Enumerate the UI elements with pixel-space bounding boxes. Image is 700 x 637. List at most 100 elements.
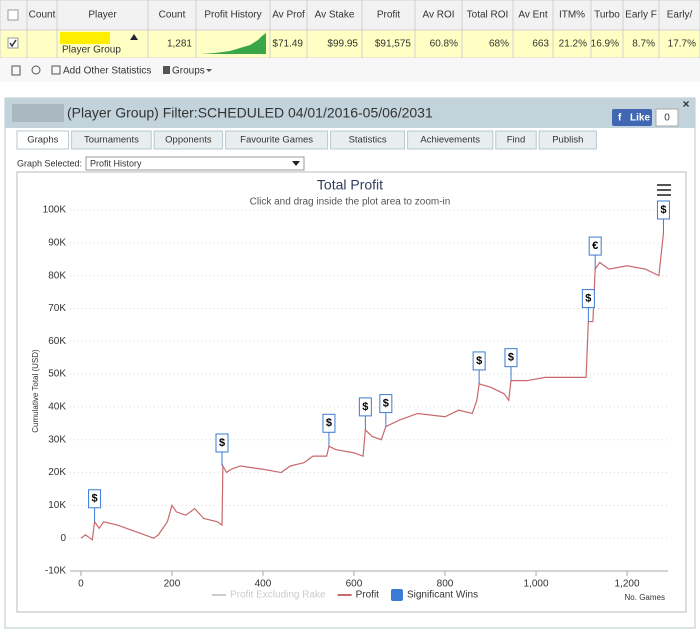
cell: $99.95 xyxy=(327,39,358,50)
column-header[interactable]: ITM% xyxy=(559,10,585,21)
win-flag[interactable] xyxy=(581,289,595,309)
cell: $91,575 xyxy=(375,39,412,50)
flag-label: $ xyxy=(508,352,514,364)
dropdown-arrow xyxy=(206,69,212,72)
tab[interactable] xyxy=(225,130,329,150)
legend-swatch xyxy=(390,589,403,601)
column-header[interactable]: Av Prof xyxy=(272,10,305,21)
y-tick-label: 70K xyxy=(48,303,66,314)
y-tick-label: 20K xyxy=(48,467,66,478)
y-tick-label: 60K xyxy=(48,336,66,347)
legend-label[interactable]: Profit Excluding Rake xyxy=(230,590,326,601)
cell: 17.7% xyxy=(668,39,696,50)
flag-label: $ xyxy=(660,204,666,216)
column-header[interactable]: Turbo xyxy=(594,10,620,21)
panel-title: (Player Group) Filter:SCHEDULED 04/01/20… xyxy=(67,105,433,121)
flag-label: € xyxy=(592,240,598,252)
tab-label: Graphs xyxy=(27,135,58,146)
column-header[interactable]: Av ROI xyxy=(422,10,454,21)
cell: 1,281 xyxy=(167,39,192,50)
win-flag[interactable] xyxy=(656,200,670,220)
y-tick-label: 40K xyxy=(48,402,66,413)
column-header[interactable]: Early/ xyxy=(667,10,693,21)
column-header[interactable]: Early F xyxy=(625,10,657,21)
y-tick-label: -10K xyxy=(45,566,66,577)
cell: $71.49 xyxy=(272,39,303,50)
chart-title: Total Profit xyxy=(317,177,383,193)
y-tick-label: 30K xyxy=(48,434,66,445)
win-flag[interactable] xyxy=(588,236,602,256)
like-button[interactable] xyxy=(612,109,652,126)
groups-icon[interactable] xyxy=(163,66,170,74)
tab[interactable] xyxy=(153,130,224,150)
tab[interactable] xyxy=(71,130,152,150)
profit-line xyxy=(80,232,665,541)
column-header[interactable]: Count xyxy=(29,10,56,21)
tab[interactable] xyxy=(407,130,494,150)
x-tick-label: 1,200 xyxy=(615,579,640,590)
add-stats[interactable]: Add Other Statistics xyxy=(63,66,151,77)
column-header[interactable]: Av Stake xyxy=(315,10,355,21)
player-color xyxy=(60,32,110,44)
win-flag[interactable] xyxy=(88,489,102,509)
cell: 68% xyxy=(489,39,509,50)
column-header[interactable]: Av Ent xyxy=(518,10,547,21)
group-icon xyxy=(130,34,138,40)
tab[interactable] xyxy=(330,130,406,150)
tab[interactable] xyxy=(538,130,597,150)
x-tick-label: 800 xyxy=(437,579,454,590)
sparkline xyxy=(201,33,266,54)
legend-label[interactable]: Profit xyxy=(356,590,380,601)
graph-select[interactable] xyxy=(85,156,305,171)
y-tick-label: 80K xyxy=(48,270,66,281)
y-tick-label: 100K xyxy=(43,205,67,216)
cell: 16.9% xyxy=(591,39,619,50)
flag-label: $ xyxy=(585,292,591,304)
win-flag[interactable] xyxy=(215,433,229,453)
y-tick-label: 90K xyxy=(48,237,66,248)
flag-label: $ xyxy=(92,493,98,505)
win-flag[interactable] xyxy=(504,348,518,368)
chart-subtitle: Click and drag inside the plot area to z… xyxy=(250,197,451,208)
panel-header xyxy=(5,98,695,128)
check xyxy=(9,39,17,48)
menu-icon[interactable] xyxy=(657,184,671,196)
win-flag[interactable] xyxy=(358,397,372,417)
groups[interactable]: Groups xyxy=(172,66,205,77)
tab[interactable] xyxy=(16,130,70,150)
fb-f: f xyxy=(618,113,622,124)
delete-icon[interactable] xyxy=(11,65,21,76)
refresh-icon[interactable] xyxy=(31,65,41,75)
tab-label: Publish xyxy=(552,135,583,146)
close-button[interactable]: × xyxy=(682,97,689,111)
column-header[interactable]: Profit xyxy=(377,10,401,21)
graph-label: Graph Selected: xyxy=(17,158,82,168)
x-axis-label: No. Games xyxy=(625,593,665,602)
toolbar xyxy=(0,58,700,82)
column-header[interactable]: Total ROI xyxy=(467,10,509,21)
column-header[interactable]: Profit History xyxy=(204,10,261,21)
add-icon[interactable] xyxy=(51,65,61,75)
cell: Player Group xyxy=(62,45,121,56)
cell: 663 xyxy=(532,39,549,50)
cell: 8.7% xyxy=(632,39,655,50)
cell: 21.2% xyxy=(559,39,587,50)
flag-label: $ xyxy=(219,437,225,449)
tab-label: Find xyxy=(507,135,525,146)
legend-label[interactable]: Significant Wins xyxy=(407,590,478,601)
y-tick-label: 10K xyxy=(48,500,66,511)
chart-frame xyxy=(16,171,687,613)
x-tick-label: 1,000 xyxy=(524,579,549,590)
row-checkbox[interactable] xyxy=(7,37,19,49)
tab-label: Favourite Games xyxy=(240,135,313,146)
blurred-name xyxy=(12,104,64,122)
win-flag[interactable] xyxy=(322,413,336,433)
column-header[interactable]: Count xyxy=(159,10,186,21)
column-header[interactable]: Player xyxy=(88,10,117,21)
win-flag[interactable] xyxy=(379,394,393,414)
x-tick-label: 200 xyxy=(164,579,181,590)
tab[interactable] xyxy=(495,130,537,150)
win-flag[interactable] xyxy=(472,351,486,371)
select-all-checkbox[interactable] xyxy=(7,9,19,21)
